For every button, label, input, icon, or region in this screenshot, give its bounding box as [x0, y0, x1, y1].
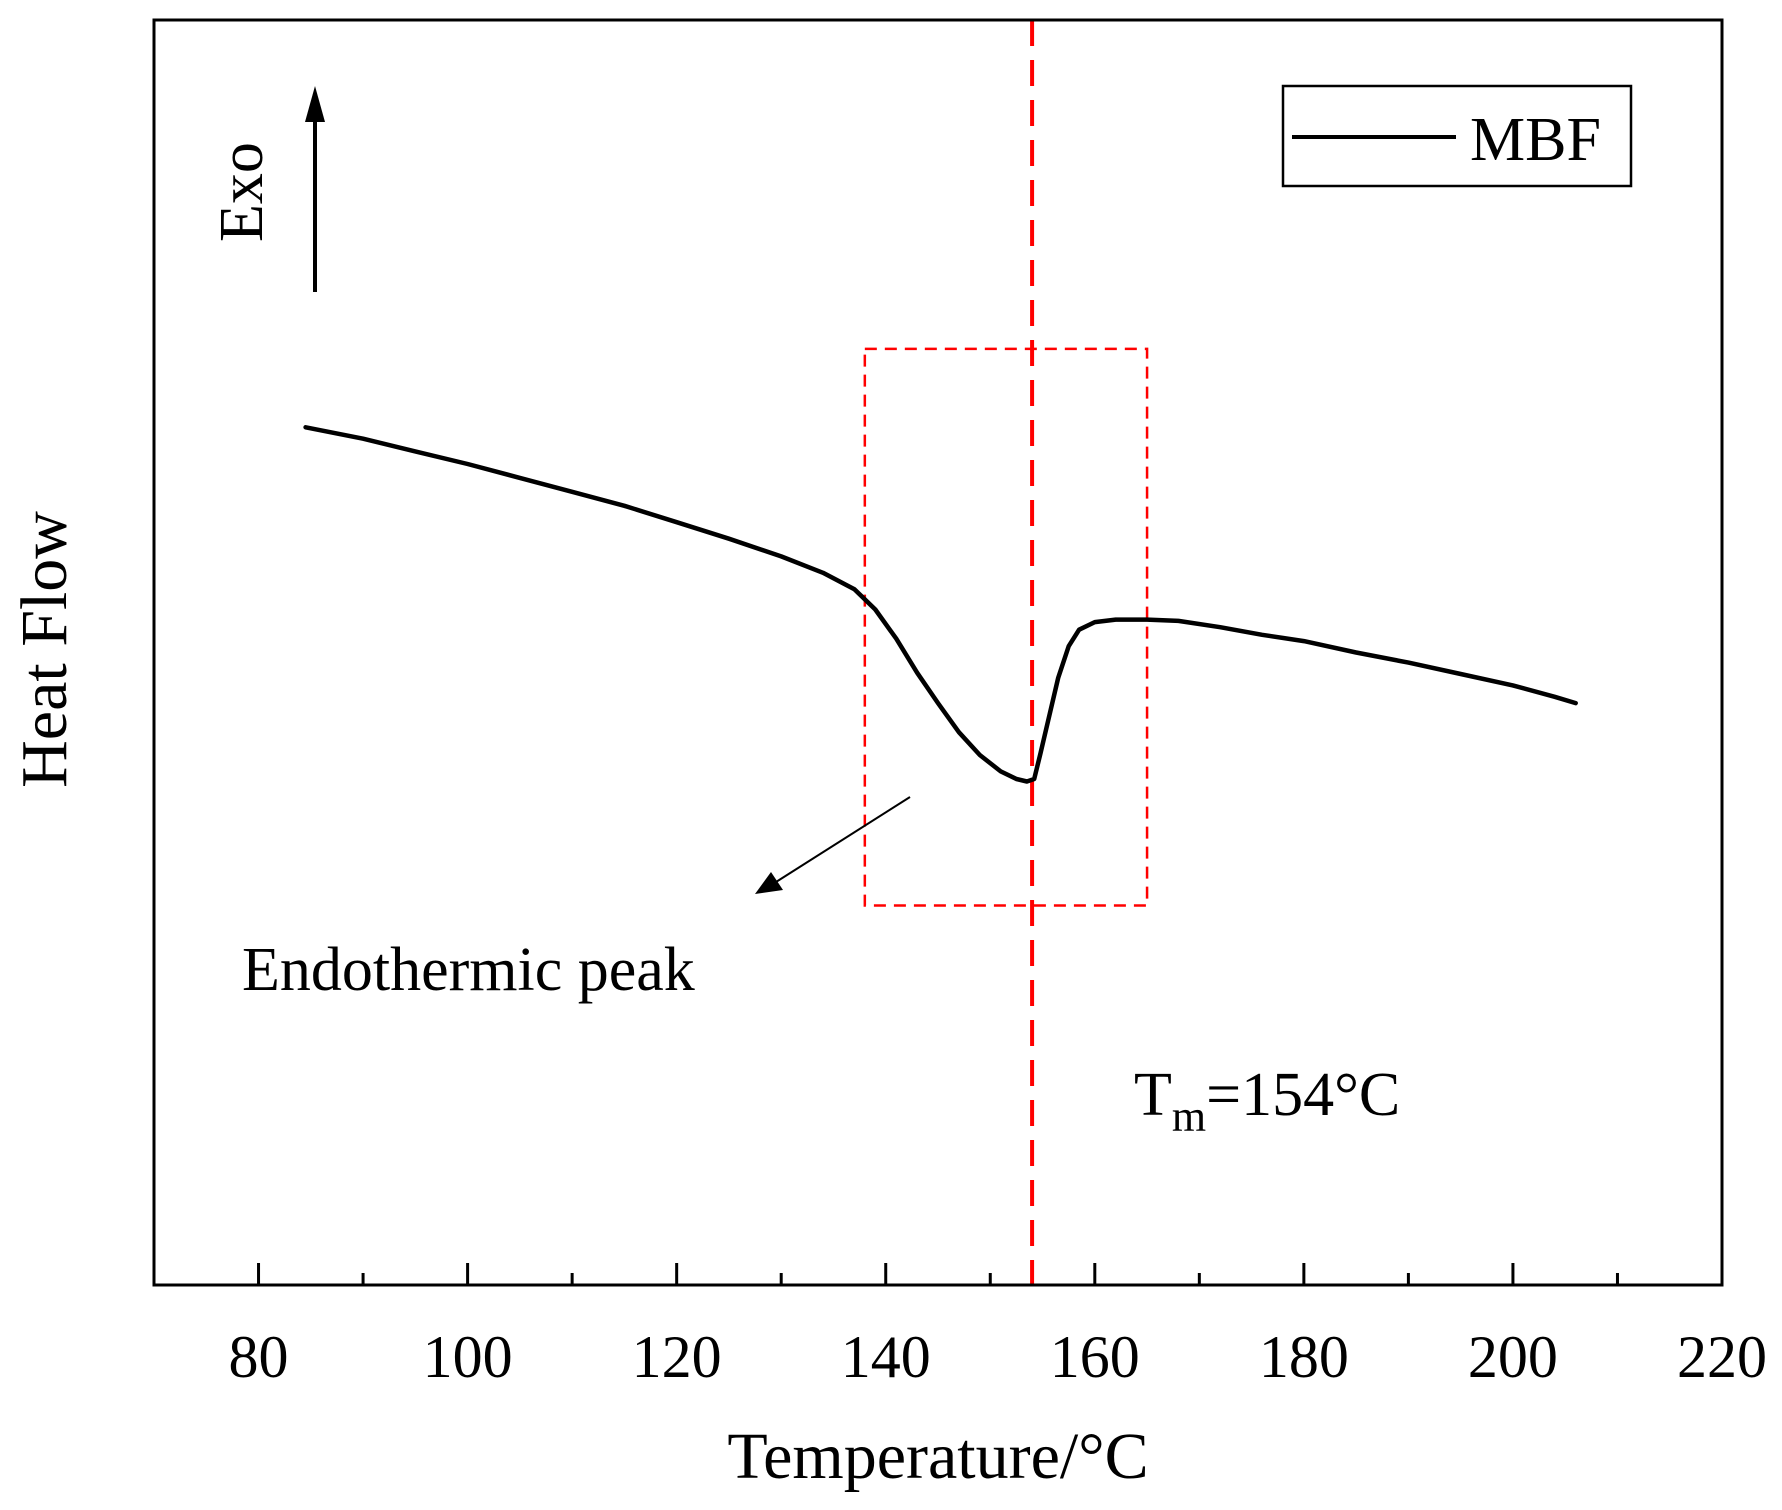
plot-layer	[303, 20, 1578, 1285]
tm-subscript: m	[1172, 1092, 1206, 1141]
exo-indicator: Exo	[208, 86, 325, 292]
peak-arrowhead-icon	[755, 872, 783, 894]
y-axis-title: Heat Flow	[8, 511, 81, 788]
exo-label: Exo	[208, 142, 276, 242]
plot-frame	[152, 18, 1724, 1287]
melting-temperature-label: Tm=154°C	[1134, 1061, 1400, 1141]
tm-value: =154°C	[1206, 1061, 1400, 1129]
exo-arrowhead-icon	[305, 86, 325, 122]
tm-symbol: T	[1134, 1061, 1172, 1129]
endothermic-peak-label: Endothermic peak	[242, 936, 695, 1004]
endothermic-peak-annotation: Endothermic peak	[242, 796, 911, 1004]
series-line-mbf	[303, 425, 1578, 784]
x-tick-label: 220	[1677, 1324, 1767, 1390]
x-tick-label: 100	[423, 1324, 513, 1390]
x-tick-label: 180	[1259, 1324, 1349, 1390]
legend-label-mbf: MBF	[1470, 106, 1601, 174]
x-tick-label: 160	[1050, 1324, 1140, 1390]
x-tick-label: 80	[229, 1324, 289, 1390]
x-tick-label: 140	[841, 1324, 931, 1390]
peak-arrow-icon	[775, 796, 911, 883]
x-axis-ticks: 80 100 120 140 160 180 200 220	[229, 1263, 1767, 1390]
x-axis-title: Temperature/°C	[727, 1420, 1148, 1493]
x-tick-label: 200	[1468, 1324, 1558, 1390]
x-tick-label: 120	[632, 1324, 722, 1390]
legend: MBF	[1281, 84, 1633, 188]
peak-highlight-box	[863, 347, 1149, 907]
